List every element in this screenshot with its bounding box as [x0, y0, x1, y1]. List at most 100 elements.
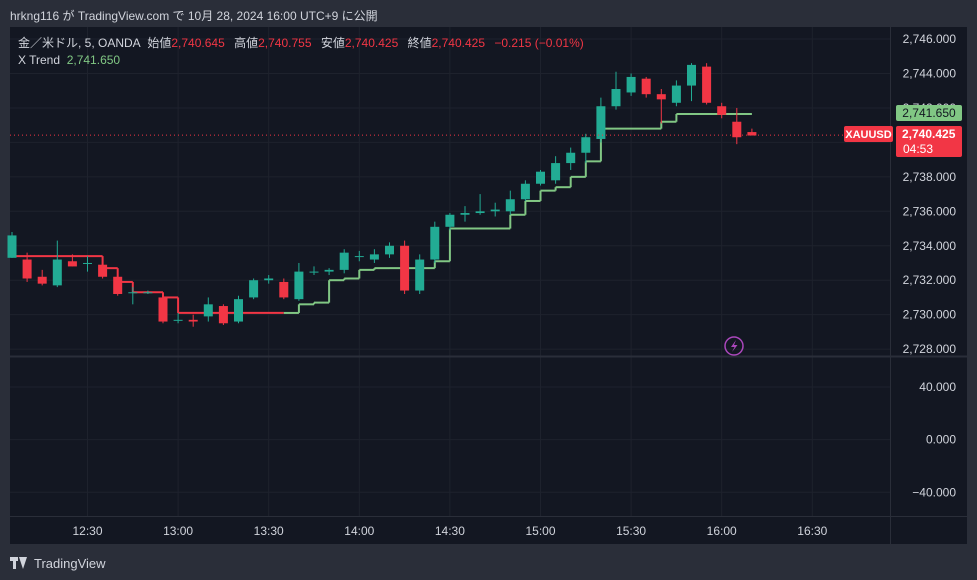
candle-body	[611, 89, 621, 107]
candle-body	[128, 292, 138, 294]
candle	[702, 63, 712, 105]
footer: TradingView	[10, 553, 106, 573]
candle-body	[279, 281, 289, 298]
last-price-text: 2,740.425	[902, 127, 956, 141]
tradingview-logo-icon	[10, 557, 28, 569]
candle-body	[158, 297, 168, 322]
price-tick-label: 2,732.000	[903, 273, 957, 287]
x-trend-line	[12, 112, 752, 314]
candle	[505, 190, 515, 215]
candle-body	[67, 261, 77, 267]
candle-body	[747, 132, 757, 136]
candle-body	[702, 66, 712, 103]
candle-body	[415, 259, 425, 291]
candle	[656, 89, 666, 124]
time-tick-label: 13:30	[254, 524, 284, 538]
price-tick-label: 2,734.000	[903, 239, 957, 253]
candle-body	[385, 245, 394, 255]
candle	[400, 240, 410, 294]
symbol-tag-text: XAUUSD	[845, 129, 892, 141]
candle	[520, 180, 530, 201]
high-label: 高値	[234, 36, 259, 50]
candle-body	[551, 163, 561, 181]
indicator-name: X Trend	[18, 53, 61, 67]
candle	[22, 252, 32, 282]
candle	[173, 312, 183, 324]
candle-body	[626, 76, 636, 93]
candle-body	[37, 276, 47, 284]
candle-body	[460, 213, 470, 215]
symbol-tag: XAUUSD	[844, 126, 893, 142]
candle-body	[264, 278, 274, 281]
candle	[324, 268, 334, 276]
candle-body	[354, 256, 364, 258]
candle	[309, 266, 319, 276]
chart-legend: 金／米ドル, 5, OANDA 始値2,740.645 高値2,740.755 …	[18, 35, 590, 69]
candle	[490, 202, 500, 217]
price-tick-label: 2,730.000	[903, 308, 957, 322]
candle-body	[203, 304, 213, 317]
candle-body	[22, 259, 32, 279]
candle-body	[687, 64, 696, 86]
oscillator-axis: 40.000 0.000 −40.000	[912, 380, 956, 499]
osc-tick-label: −40.000	[912, 485, 956, 499]
candle	[581, 133, 591, 164]
candle	[415, 254, 425, 294]
osc-tick-label: 0.000	[926, 433, 956, 447]
price-tick-label: 2,738.000	[903, 170, 957, 184]
time-tick-label: 14:30	[435, 524, 465, 538]
candle-body	[249, 280, 259, 298]
time-tick-label: 12:30	[72, 524, 102, 538]
candle-body	[339, 252, 349, 270]
candle	[234, 295, 243, 324]
price-tick-label: 2,728.000	[903, 342, 957, 356]
symbol-name: 金／米ドル, 5, OANDA	[18, 36, 141, 50]
publish-info-text: hrkng116 が TradingView.com で 10月 28, 202…	[10, 9, 378, 23]
candle	[566, 147, 576, 170]
lightning-icon[interactable]	[724, 336, 744, 356]
candle	[369, 249, 379, 263]
change-value: −0.215 (−0.01%)	[494, 36, 584, 50]
indicator-price-tag-text: 2,741.650	[902, 106, 956, 120]
price-tick-label: 2,744.000	[903, 67, 957, 81]
candle	[536, 169, 545, 186]
candle	[339, 249, 349, 274]
candle-body	[400, 245, 410, 291]
candle	[294, 262, 304, 301]
candle	[687, 63, 696, 102]
candle-body	[98, 264, 108, 277]
time-tick-label: 13:00	[163, 524, 193, 538]
chart-area[interactable]	[10, 27, 967, 544]
candle	[596, 97, 606, 143]
price-tick-label: 2,736.000	[903, 204, 957, 218]
candle-body	[475, 211, 485, 214]
candle-body	[596, 106, 606, 139]
candle	[67, 254, 77, 267]
candle	[188, 314, 198, 327]
candle-body	[490, 209, 500, 212]
candle-body	[52, 259, 62, 286]
candle-body	[536, 171, 545, 184]
candle	[7, 231, 17, 258]
time-tick-label: 16:30	[797, 524, 827, 538]
candle-body	[7, 235, 17, 258]
candle-body	[430, 226, 440, 260]
candle	[611, 71, 621, 110]
candle	[732, 107, 742, 145]
candle	[671, 80, 681, 107]
ohlc-legend-row: 金／米ドル, 5, OANDA 始値2,740.645 高値2,740.755 …	[18, 35, 590, 52]
price-axis: 2,746.0002,744.0002,742.0002,740.0002,73…	[903, 32, 957, 356]
time-tick-label: 15:00	[525, 524, 555, 538]
candle-body	[188, 319, 198, 322]
time-axis: 12:30 13:00 13:30 14:00 14:30 15:00 15:30 16:00…	[72, 524, 827, 538]
time-tick-label: 16:00	[707, 524, 737, 538]
footer-brand: TradingView	[34, 555, 106, 571]
candle	[385, 242, 394, 258]
candle	[445, 213, 455, 231]
candle	[37, 269, 47, 286]
osc-tick-label: 40.000	[919, 380, 956, 394]
candle-body	[445, 214, 455, 227]
candle-body	[581, 137, 591, 153]
candle	[717, 102, 727, 119]
